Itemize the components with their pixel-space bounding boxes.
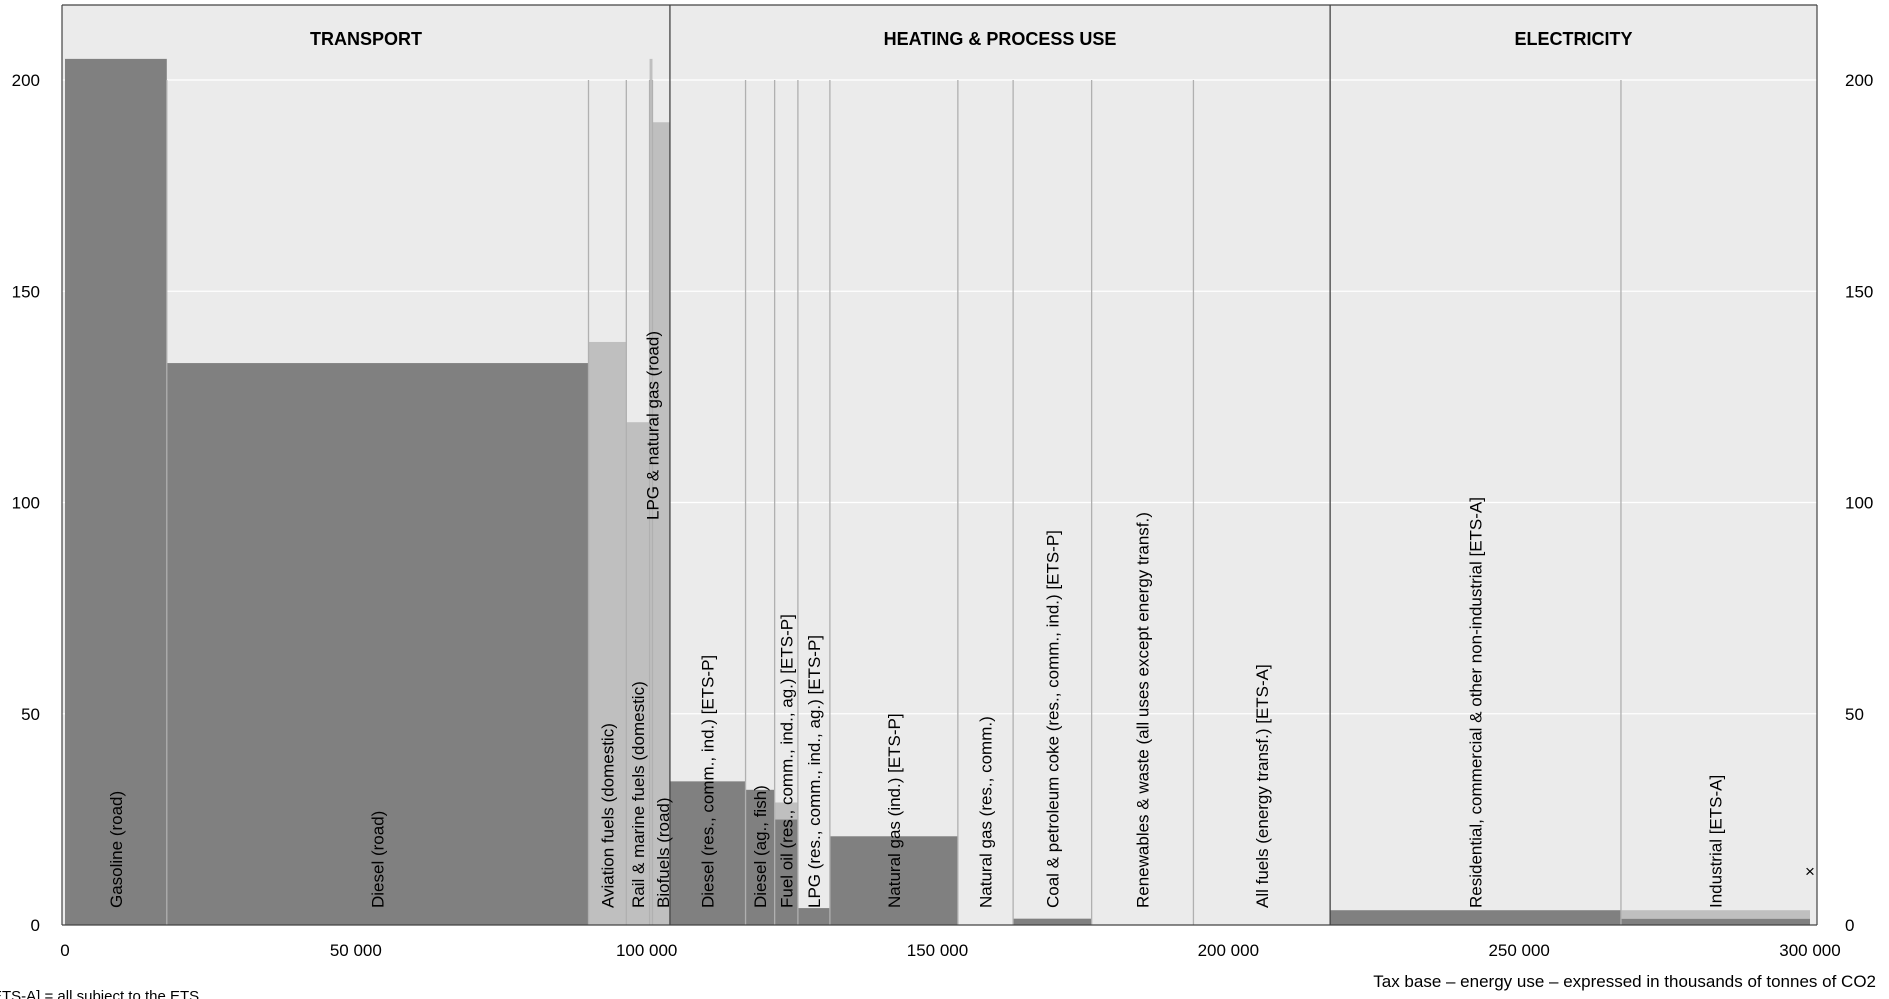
bar xyxy=(626,422,650,925)
bar-label: Aviation fuels (domestic) xyxy=(598,723,617,908)
x-tick-label: 200 000 xyxy=(1198,941,1259,960)
bar-label: LPG & natural gas (road) xyxy=(644,331,663,520)
bar xyxy=(745,789,775,925)
x-tick-label: 250 000 xyxy=(1488,941,1549,960)
y-tick-label-right: 200 xyxy=(1845,71,1873,90)
axes xyxy=(61,5,1818,926)
bar-label: Gasoline (road) xyxy=(107,791,126,908)
bar-label: Diesel (res., comm., ind.) [ETS-P] xyxy=(699,655,718,908)
bar xyxy=(1013,918,1092,925)
y-tick-label-right: 0 xyxy=(1845,916,1854,935)
y-tick-label-right: 100 xyxy=(1845,494,1873,513)
x-tick-label: 50 000 xyxy=(330,941,382,960)
bar-label: Residential, commercial & other non-indu… xyxy=(1467,497,1486,908)
bar-label: Coal & petroleum coke (res., comm., ind.… xyxy=(1043,530,1062,908)
x-tick-label: 0 xyxy=(60,941,69,960)
bar-labels: Gasoline (road) Diesel (road) Aviation fue… xyxy=(107,331,1726,908)
bar xyxy=(1330,910,1621,925)
bar-label: All fuels (energy transf.) [ETS-A] xyxy=(1253,664,1272,908)
bar xyxy=(649,58,653,925)
y-tick-label-right: 50 xyxy=(1845,705,1864,724)
bar xyxy=(829,836,958,925)
bar-label: LPG (res., comm., ind., ag.) [ETS-P] xyxy=(805,635,824,908)
bar-label: Industrial [ETS-A] xyxy=(1706,775,1725,908)
bar xyxy=(65,58,167,925)
ticks: 0 0 50 50 100 100 150 150 200 200 0 50 000 100 000 15… xyxy=(12,71,1874,960)
x-tick-label: 150 000 xyxy=(907,941,968,960)
sections: TRANSPORT HEATING & PROCESS USE ELECTRICIT… xyxy=(62,4,1817,925)
bar-label: Rail & marine fuels (domestic) xyxy=(629,681,648,908)
bar-label: Renewables & waste (all uses except ener… xyxy=(1134,512,1153,908)
bar xyxy=(774,802,798,820)
bar xyxy=(669,781,746,925)
footnote: ETS-A] = all subject to the ETS xyxy=(0,988,199,999)
y-tick-label-left: 150 xyxy=(12,282,40,301)
bar xyxy=(166,363,589,925)
y-tick-label-left: 100 xyxy=(12,494,40,513)
marker: × xyxy=(1805,862,1815,881)
y-tick-label-right: 150 xyxy=(1845,282,1873,301)
bar xyxy=(774,819,798,925)
section-title: TRANSPORT xyxy=(310,29,422,49)
bar-label: Fuel oil (res., comm., ind., ag.) [ETS-P… xyxy=(777,614,796,908)
section-title: ELECTRICITY xyxy=(1515,29,1633,49)
bar xyxy=(652,122,670,925)
section-title: HEATING & PROCESS USE xyxy=(884,29,1117,49)
bar xyxy=(1620,918,1810,925)
y-tick-label-left: 50 xyxy=(21,705,40,724)
y-tick-label-left: 200 xyxy=(12,71,40,90)
bar-label: Diesel (road) xyxy=(369,811,388,908)
x-tick-label: 300 000 xyxy=(1779,941,1840,960)
x-tick-label: 100 000 xyxy=(616,941,677,960)
markers: × xyxy=(1805,862,1815,881)
bars xyxy=(65,58,1810,925)
bar xyxy=(588,341,627,925)
bar-label: Diesel (ag., fish) xyxy=(751,785,770,908)
bar-label: Natural gas (res., comm.) xyxy=(976,716,995,908)
bar-label: Biofuels (road) xyxy=(654,797,673,908)
y-tick-label-left: 0 xyxy=(31,916,40,935)
bar xyxy=(797,908,830,925)
bar-label: Natural gas (ind.) [ETS-P] xyxy=(885,713,904,908)
bar xyxy=(1620,910,1810,919)
x-axis-label: Tax base – energy use – expressed in tho… xyxy=(1373,972,1876,991)
bar-dividers xyxy=(166,80,1622,925)
